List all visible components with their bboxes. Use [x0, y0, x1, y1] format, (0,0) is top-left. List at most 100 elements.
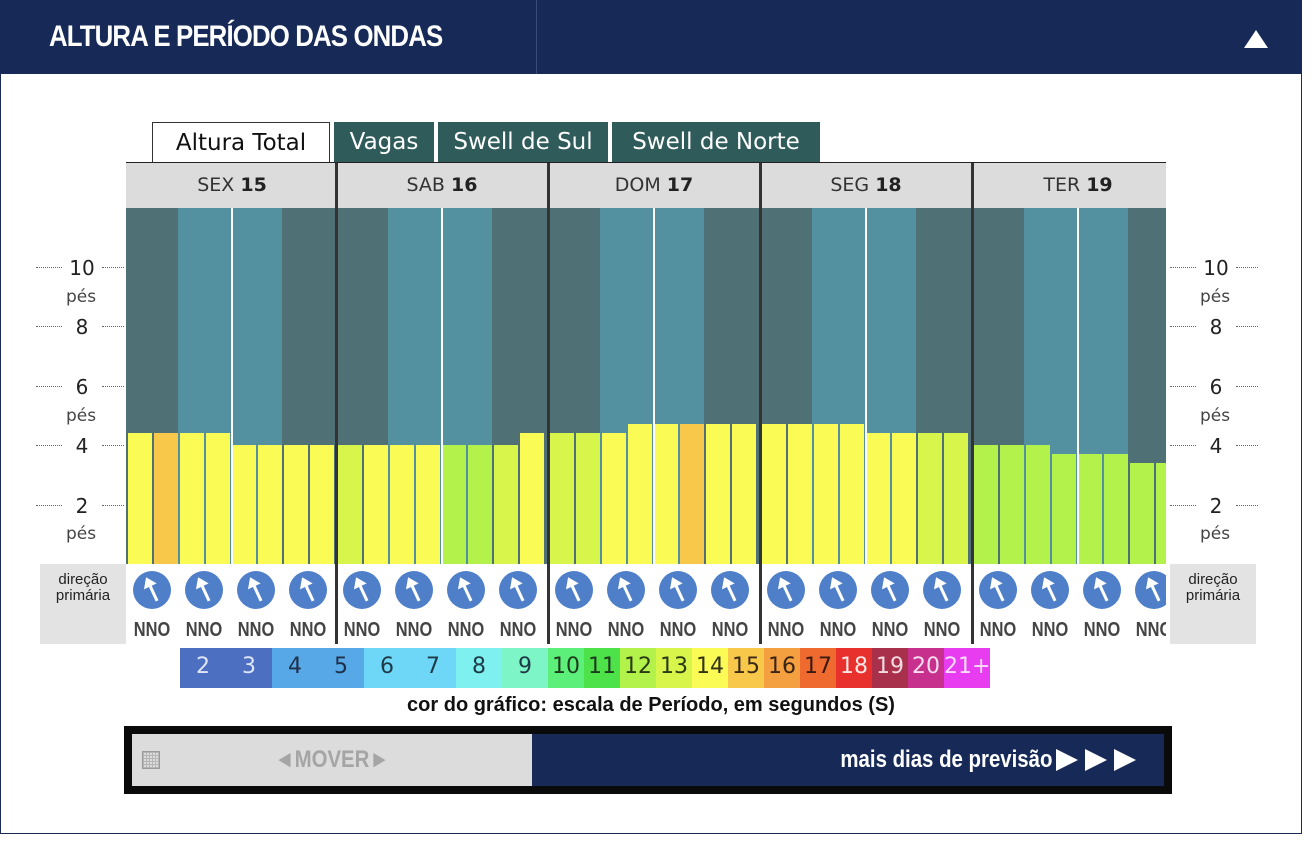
wave-bar[interactable] — [680, 424, 704, 564]
wave-bar[interactable] — [762, 424, 786, 564]
tab-altura-total[interactable]: Altura Total — [152, 122, 330, 166]
y-tick-label: 6 — [1209, 374, 1223, 399]
wave-bar[interactable] — [892, 433, 916, 564]
direction-label-right: direção primária — [1170, 564, 1256, 644]
grip-icon[interactable] — [142, 751, 160, 769]
tick-leader — [1236, 267, 1258, 268]
wave-bar[interactable] — [1026, 445, 1050, 564]
wave-bar[interactable] — [788, 424, 812, 564]
day-header-ter: TER 19 — [972, 163, 1184, 208]
period-scale-cell: 13 — [656, 648, 692, 688]
wave-bar[interactable] — [494, 445, 518, 564]
direction-label: NNO — [711, 619, 749, 641]
direction-arrow-icon — [607, 571, 645, 609]
y-unit-label: pés — [65, 286, 97, 307]
more-days-label: mais dias de previsão — [839, 746, 1052, 773]
wave-bar[interactable] — [364, 445, 388, 564]
wave-bar[interactable] — [814, 424, 838, 564]
wave-bar[interactable] — [310, 445, 334, 564]
wave-bar[interactable] — [1156, 463, 1166, 564]
y-tick-label: 8 — [75, 315, 89, 340]
tick-leader — [1170, 445, 1196, 447]
direction-cell: NNO — [652, 564, 704, 644]
wave-bar[interactable] — [944, 433, 968, 564]
wave-bar[interactable] — [206, 433, 230, 564]
slot-separator — [441, 208, 443, 564]
tab-vagas[interactable]: Vagas — [334, 122, 434, 164]
slot-separator — [653, 208, 655, 564]
wave-bar[interactable] — [576, 433, 600, 564]
wave-bar[interactable] — [180, 433, 204, 564]
direction-arrow-icon — [767, 571, 805, 609]
wave-bar[interactable] — [1052, 454, 1076, 564]
triple-arrow-right-icon — [1056, 749, 1136, 771]
wave-bar[interactable] — [416, 445, 440, 564]
direction-cell: NNO — [1024, 564, 1076, 644]
wave-bar[interactable] — [338, 445, 362, 564]
y-tick: 4 — [36, 434, 126, 458]
day-date: 15 — [240, 174, 267, 196]
wave-bar[interactable] — [866, 433, 890, 564]
wave-bar[interactable] — [628, 424, 652, 564]
more-days-button[interactable]: mais dias de previsão — [532, 734, 1164, 786]
day-separator — [759, 163, 762, 644]
wave-bar[interactable] — [602, 433, 626, 564]
period-scale-cell: 17 — [800, 648, 836, 688]
wave-bar[interactable] — [550, 433, 574, 564]
direction-cell: NNO — [600, 564, 652, 644]
wave-bar[interactable] — [1000, 445, 1024, 564]
collapse-button[interactable] — [1236, 22, 1276, 56]
day-separator — [335, 163, 338, 644]
wave-bar[interactable] — [918, 433, 942, 564]
direction-cell: NNO — [1128, 564, 1166, 644]
wave-bar[interactable] — [258, 445, 282, 564]
wave-bar[interactable] — [232, 445, 256, 564]
wave-bar[interactable] — [128, 433, 152, 564]
day-header-dom: DOM 17 — [548, 163, 760, 208]
wave-bar[interactable] — [468, 445, 492, 564]
direction-label: NNO — [133, 619, 171, 641]
day-weekday: SEG — [830, 174, 870, 196]
wave-bar[interactable] — [1130, 463, 1154, 564]
direction-label: NNO — [185, 619, 223, 641]
wave-bar[interactable] — [1104, 454, 1128, 564]
y-tick-label: 8 — [1209, 315, 1223, 340]
wave-bar[interactable] — [520, 433, 544, 564]
period-scale-cell: 4 — [272, 648, 318, 688]
direction-arrow-icon — [555, 571, 593, 609]
wave-bar[interactable] — [732, 424, 756, 564]
mover-slider[interactable]: ◄MOVER► — [132, 734, 532, 786]
tab-swell-de-sul[interactable]: Swell de Sul — [438, 122, 608, 164]
y-tick-label: 10 — [1203, 256, 1229, 280]
wave-bar[interactable] — [974, 445, 998, 564]
wave-bar[interactable] — [390, 445, 414, 564]
wave-bar[interactable] — [654, 424, 678, 564]
period-scale-cell: 18 — [836, 648, 872, 688]
direction-cell: NNO — [972, 564, 1024, 644]
wave-bar[interactable] — [840, 424, 864, 564]
period-scale-cell: 10 — [548, 648, 584, 688]
direction-arrow-icon — [711, 571, 749, 609]
wave-bar[interactable] — [706, 424, 730, 564]
direction-label: NNO — [923, 619, 961, 641]
wave-bar[interactable] — [154, 433, 178, 564]
direction-arrow-icon — [289, 571, 327, 609]
period-scale-cell: 20 — [908, 648, 944, 688]
direction-label: NNO — [237, 619, 275, 641]
tick-leader — [1170, 326, 1196, 328]
tick-leader — [1236, 445, 1258, 447]
direction-cell: NNO — [812, 564, 864, 644]
y-tick-label: 2 — [1209, 493, 1223, 518]
direction-label: NNO — [289, 619, 327, 641]
y-tick: 10 — [1170, 256, 1260, 280]
direction-arrow-icon — [979, 571, 1017, 609]
wave-bar[interactable] — [1078, 454, 1102, 564]
wave-bar[interactable] — [284, 445, 308, 564]
direction-arrow-icon — [395, 571, 433, 609]
tab-swell-de-norte[interactable]: Swell de Norte — [612, 122, 820, 164]
wave-bar[interactable] — [442, 445, 466, 564]
direction-label: NNO — [1135, 619, 1166, 641]
y-tick-label: 4 — [1209, 434, 1223, 459]
direction-cell: NNO — [440, 564, 492, 644]
period-scale-cell: 5 — [318, 648, 364, 688]
